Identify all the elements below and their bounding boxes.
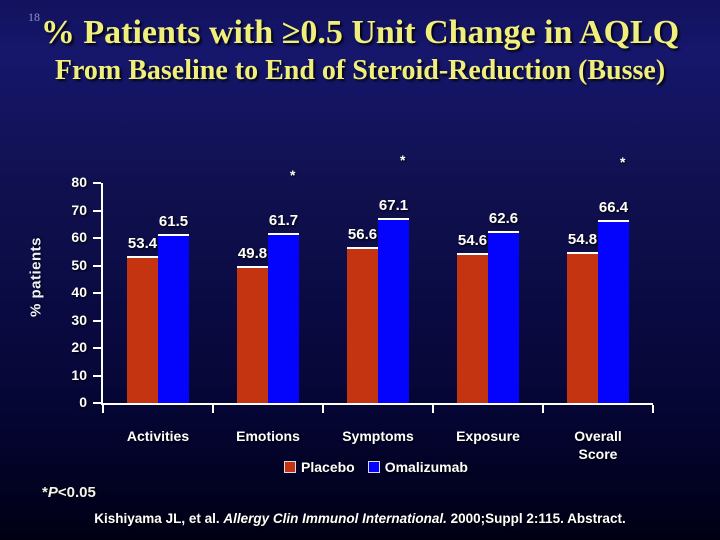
category-label-1: Emotions <box>236 428 300 444</box>
legend-placebo-label: Placebo <box>301 459 355 475</box>
legend-omalizumab-label: Omalizumab <box>384 459 468 475</box>
y-axis-tick-label: 40 <box>71 284 87 300</box>
y-axis-tick <box>93 237 101 239</box>
x-axis-tick <box>212 405 214 413</box>
bar-placebo-4 <box>567 252 598 403</box>
bar-value-label: 67.1 <box>378 197 409 215</box>
bar-placebo-1 <box>237 266 268 403</box>
y-axis-tick-label: 0 <box>79 394 87 410</box>
slide-title: % Patients with ≥0.5 Unit Change in AQLQ… <box>0 13 720 88</box>
bar-omalizumab-1 <box>268 233 299 403</box>
category-label-0: Activities <box>126 428 190 444</box>
bar-omalizumab-4 <box>598 220 629 403</box>
bar-value-label: 49.8 <box>237 245 268 263</box>
citation: Kishiyama JL, et al. Allergy Clin Immuno… <box>0 511 720 526</box>
legend-omalizumab-swatch-icon <box>367 461 380 473</box>
legend-item-omalizumab: Omalizumab <box>367 459 468 475</box>
bar-omalizumab-3 <box>488 230 519 403</box>
category-label-2: Symptoms <box>342 428 414 444</box>
x-axis-tick <box>432 405 434 413</box>
y-axis-tick <box>93 374 101 377</box>
significance-asterisk: * <box>290 167 296 184</box>
bar-value-label: 54.6 <box>457 231 488 249</box>
y-axis-tick-label: 20 <box>71 339 87 355</box>
y-axis-tick <box>93 182 101 184</box>
bar-value-label: 54.8 <box>567 231 598 249</box>
pvalue-star: * <box>42 484 48 501</box>
y-axis-tick <box>93 264 101 267</box>
y-axis-tick-label: 50 <box>71 256 87 273</box>
plot-area: 0 10 20 30 40 50 60 70 80 53.4 61.5 Activities 49.8 6… <box>71 152 654 462</box>
y-axis-label: % patients <box>27 236 45 318</box>
significance-asterisk: * <box>400 152 406 169</box>
legend-placebo-swatch-icon <box>284 461 297 473</box>
y-axis-tick <box>93 402 101 404</box>
bar-placebo-2 <box>347 247 378 403</box>
slide-title-line2: From Baseline to End of Steroid-Reductio… <box>54 55 666 87</box>
slide-number: 18 <box>28 10 40 24</box>
category-label-4: Overall Score <box>574 428 622 463</box>
y-axis-tick <box>93 292 101 294</box>
bar-value-label: 62.6 <box>488 209 519 227</box>
chart-legend: Placebo Omalizumab <box>101 459 651 475</box>
x-axis-tick <box>322 405 324 413</box>
y-axis-tick <box>93 347 101 349</box>
bar-value-label: 66.4 <box>598 199 629 217</box>
citation-ref: 2000;Suppl 2:115. Abstract. <box>446 511 626 526</box>
y-axis-tick <box>93 209 101 212</box>
slide-title-line1: % Patients with ≥0.5 Unit Change in AQLQ <box>40 14 680 51</box>
bar-placebo-0 <box>127 256 158 403</box>
y-axis-tick-label: 30 <box>71 311 87 328</box>
bar-value-label: 53.4 <box>127 235 158 253</box>
bar-value-label: 61.5 <box>158 212 189 230</box>
category-label-3: Exposure <box>456 428 520 444</box>
citation-journal: Allergy Clin Immunol International. <box>223 511 447 526</box>
bar-omalizumab-0 <box>158 233 189 403</box>
bar-value-label: 61.7 <box>268 212 299 230</box>
y-axis-tick <box>93 319 101 322</box>
bar-value-label: 56.6 <box>347 226 378 244</box>
y-axis-tick-label: 60 <box>71 229 87 245</box>
x-axis-tick <box>102 405 104 413</box>
x-axis-tick <box>542 405 544 413</box>
significance-asterisk: * <box>620 154 626 171</box>
legend-item-placebo: Placebo <box>284 459 355 475</box>
pvalue-rest: <0.05 <box>57 484 96 501</box>
bar-placebo-3 <box>457 252 488 403</box>
x-axis-tick <box>652 405 654 413</box>
citation-authors: Kishiyama JL, et al. <box>94 511 224 526</box>
y-axis-tick-label: 80 <box>71 174 87 190</box>
bar-omalizumab-2 <box>378 218 409 403</box>
pvalue-footnote: *P<0.05 <box>42 484 96 501</box>
y-axis-tick-label: 70 <box>71 201 87 218</box>
y-axis-tick-label: 10 <box>71 366 87 383</box>
pvalue-p: P <box>47 484 58 501</box>
